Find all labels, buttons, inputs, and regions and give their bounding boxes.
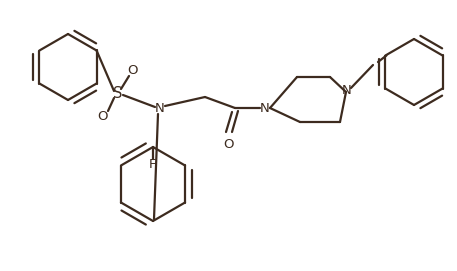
Text: F: F <box>149 157 157 170</box>
Text: N: N <box>342 85 352 98</box>
Text: O: O <box>98 109 108 122</box>
Text: N: N <box>260 102 270 115</box>
Text: N: N <box>155 102 165 115</box>
Text: O: O <box>223 137 233 150</box>
Text: O: O <box>128 64 138 78</box>
Text: S: S <box>113 85 122 101</box>
